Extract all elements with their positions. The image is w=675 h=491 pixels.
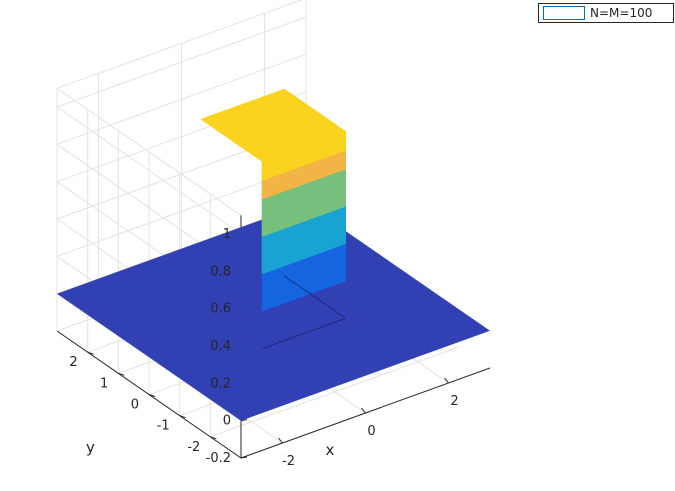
surface: [57, 88, 490, 421]
y-axis-label: y: [86, 439, 95, 457]
tick-labels: 1 0.8 0.6 0.4 0.2 0 -0.2 -2 -1 0 1 2 -2 0 2: [69, 227, 458, 469]
pulse-edge-band-5: [261, 161, 263, 181]
y-tick-label: -2: [187, 440, 200, 455]
pulse-base-edge: [262, 275, 347, 349]
box-edge: [56, 87, 242, 216]
y-tick-mark: [210, 436, 217, 440]
pulse-edge-band-3: [261, 199, 263, 237]
pulse-edge-band-1: [261, 273, 263, 311]
x-axis-label: x: [326, 441, 335, 459]
pulse-edge-band-2: [261, 236, 263, 274]
z-tick-mark: [240, 419, 248, 422]
grid-line-back-z: [56, 16, 307, 108]
pulse-top-face: [200, 88, 347, 163]
box-edge: [56, 0, 303, 89]
x-tick-mark: [444, 377, 449, 384]
legend-entry: N=M=100: [590, 6, 653, 20]
x-tick-label: -2: [282, 454, 295, 469]
x-tick-label: 2: [450, 394, 458, 409]
grid-line-back-z: [56, 53, 307, 145]
legend-swatch: [543, 6, 585, 20]
y-tick-label: 0: [131, 398, 139, 413]
y-tick-mark: [118, 372, 125, 376]
y-tick-mark: [148, 394, 156, 397]
x-tick-mark: [278, 437, 283, 444]
z-tick-label: 0: [223, 414, 231, 429]
y-tick-mark: [87, 351, 94, 355]
z-tick-label: 1: [223, 227, 231, 242]
y-tick-label: -1: [157, 419, 170, 434]
pulse-edge-band-0: [261, 311, 263, 349]
z-tick-mark: [240, 456, 248, 459]
y-tick-label: 1: [100, 376, 108, 391]
grid-line-side-z: [56, 106, 242, 235]
z-tick-label: 0.6: [210, 302, 231, 317]
y-tick-mark: [179, 415, 186, 419]
y-tick-label: 2: [69, 355, 77, 370]
legend: N=M=100: [538, 3, 674, 23]
x-tick-label: 0: [367, 424, 375, 439]
z-tick-label: 0.2: [210, 376, 231, 391]
x-tick-mark: [361, 407, 366, 414]
z-tick-label: -0.2: [206, 451, 231, 466]
z-tick-label: 0.8: [210, 264, 231, 279]
pulse-edge-band-4: [261, 180, 263, 199]
grid-line-floor-y: [210, 346, 460, 438]
z-tick-label: 0.4: [210, 339, 231, 354]
